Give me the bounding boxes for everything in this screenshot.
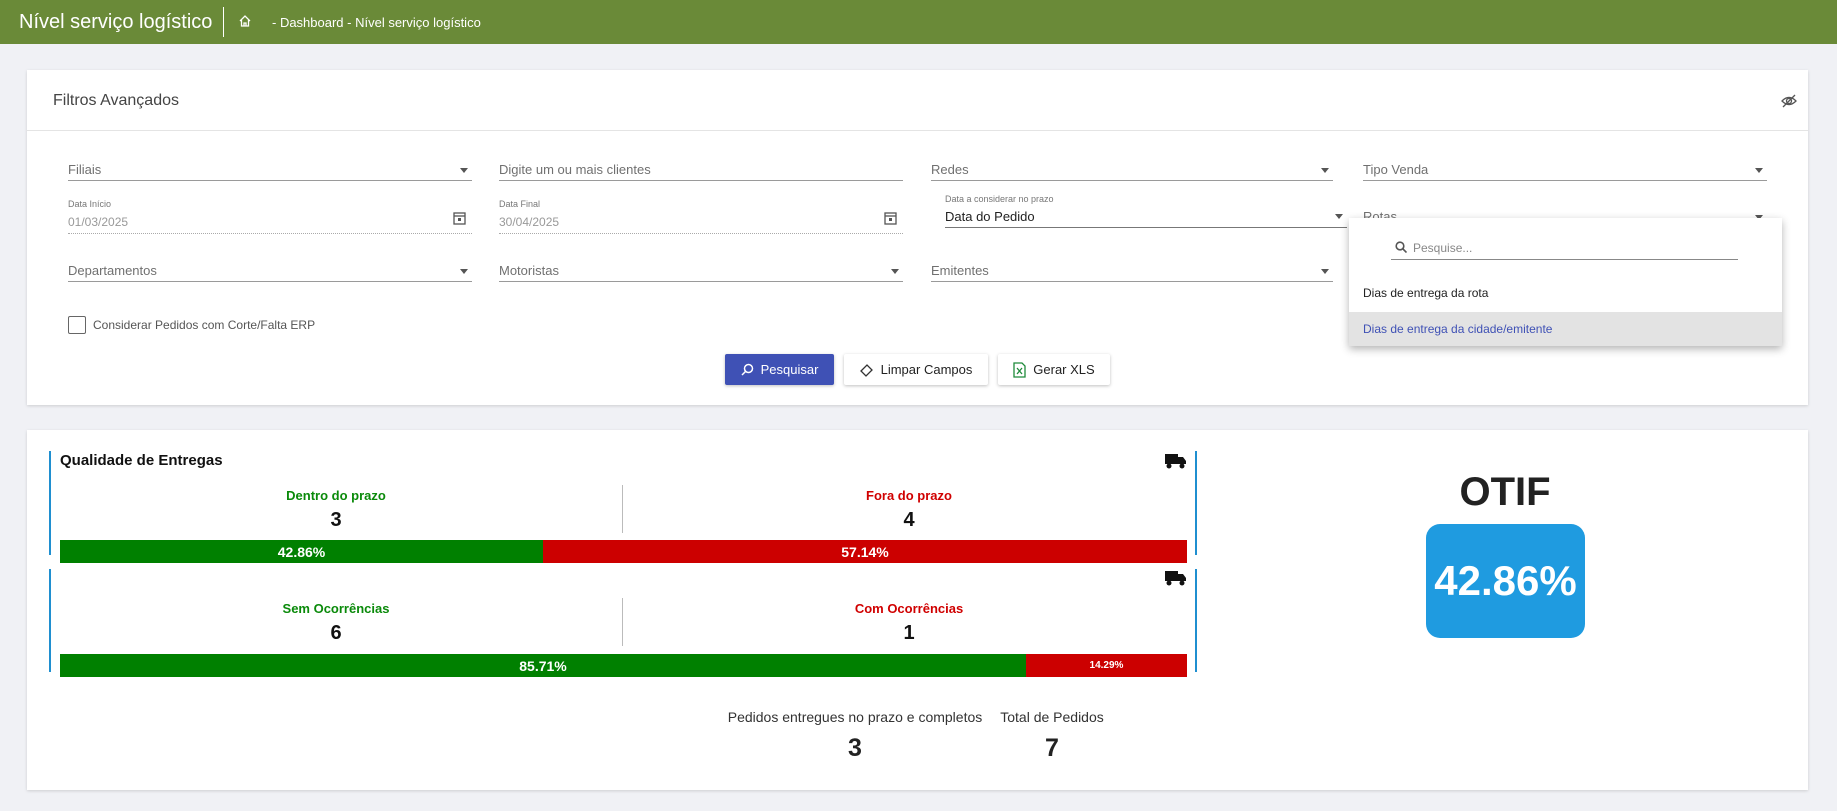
total-label: Total de Pedidos (1000, 709, 1104, 725)
placeholder: Filiais (68, 162, 102, 177)
border-line (1195, 451, 1197, 555)
truck-icon (1165, 454, 1186, 469)
redes-select[interactable]: Redes (931, 156, 1333, 181)
placeholder: Digite um ou mais clientes (499, 162, 651, 177)
placeholder: Tipo Venda (1363, 162, 1429, 177)
bar-segment: 85.71% (60, 654, 1026, 677)
search-icon (741, 363, 753, 376)
divider (622, 598, 623, 646)
truck-icon (1165, 571, 1186, 586)
dropdown-option[interactable]: Dias de entrega da rota (1363, 286, 1489, 300)
checkbox-label[interactable]: Considerar Pedidos com Corte/Falta ERP (93, 318, 316, 332)
border-line (1195, 569, 1197, 672)
total-value: 3 (848, 734, 862, 762)
divider (27, 130, 1808, 131)
data-prazo-select[interactable]: Data a considerar no prazo Data do Pedid… (945, 194, 1347, 228)
bar-segment: 14.29% (1026, 654, 1187, 677)
metric-value: 4 (903, 509, 915, 531)
page-title: Nível serviço logístico (19, 11, 213, 33)
total-value: 7 (1045, 734, 1059, 762)
metric-value: 3 (330, 509, 342, 531)
search-icon (1395, 241, 1407, 253)
button-label: Limpar Campos (880, 362, 973, 377)
metric-value: 1 (903, 622, 915, 644)
breadcrumb[interactable]: - Dashboard - Nível serviço logístico (272, 15, 481, 30)
button-label: Gerar XLS (1033, 362, 1095, 377)
departamentos-select[interactable]: Departamentos (68, 257, 472, 282)
quality-title: Qualidade de Entregas (60, 452, 223, 469)
calendar-icon[interactable] (453, 211, 466, 225)
tipo-venda-select[interactable]: Tipo Venda (1363, 156, 1767, 181)
bar-segment: 57.14% (543, 540, 1187, 563)
underline (1391, 259, 1738, 260)
placeholder: Redes (931, 162, 969, 177)
border-line (49, 569, 51, 672)
dropdown-option[interactable]: Dias de entrega da cidade/emitente (1363, 322, 1553, 336)
emitentes-select[interactable]: Emitentes (931, 257, 1333, 282)
data-inicio-input[interactable]: Data Início 01/03/2025 (68, 199, 472, 234)
calendar-icon[interactable] (884, 211, 897, 225)
bar-label: 42.86% (277, 543, 326, 560)
metric-label: Sem Ocorrências (282, 601, 390, 616)
eraser-icon (859, 363, 873, 377)
field-value: 01/03/2025 (68, 215, 129, 229)
filters-title: Filtros Avançados (53, 92, 179, 109)
placeholder: Motoristas (499, 263, 559, 278)
button-label: Pesquisar (760, 362, 819, 377)
otif-title: OTIF (1459, 470, 1551, 514)
otif-value: 42.86% (1434, 557, 1577, 604)
clear-button[interactable]: Limpar Campos (844, 354, 988, 385)
header: Nível serviço logístico - Dashboard - Ní… (0, 0, 1837, 44)
placeholder: Emitentes (931, 263, 989, 278)
border-line (49, 451, 51, 555)
metric-label: Fora do prazo (866, 488, 952, 503)
hide-filters-icon[interactable] (1780, 93, 1798, 109)
metric-label: Com Ocorrências (854, 601, 964, 616)
otif-box: 42.86% (1426, 524, 1585, 638)
home-icon[interactable] (238, 14, 252, 28)
motoristas-select[interactable]: Motoristas (499, 257, 903, 282)
data-final-input[interactable]: Data Final 30/04/2025 (499, 199, 903, 234)
placeholder: Departamentos (68, 263, 157, 278)
search-placeholder[interactable]: Pesquise... (1413, 241, 1473, 255)
field-label: Data Final (499, 199, 541, 209)
divider (622, 485, 623, 533)
divider (223, 7, 224, 37)
field-value: 30/04/2025 (499, 215, 560, 229)
option-highlight (1349, 312, 1782, 346)
xls-button[interactable]: Gerar XLS (998, 354, 1110, 385)
bar-label: 57.14% (841, 543, 889, 560)
xls-icon (1013, 361, 1026, 378)
bar-label: 85.71% (519, 657, 567, 674)
bar-segment: 42.86% (60, 540, 543, 563)
total-label: Pedidos entregues no prazo e completos (727, 709, 983, 725)
field-label: Data Início (68, 199, 112, 209)
search-button[interactable]: Pesquisar (725, 354, 834, 385)
field-label: Data a considerar no prazo (945, 194, 1054, 204)
bar-label: 14.29% (1089, 660, 1124, 671)
field-value: Data do Pedido (945, 209, 1035, 224)
metric-label: Dentro do prazo (286, 488, 386, 503)
metric-value: 6 (330, 622, 342, 644)
filiais-select[interactable]: Filiais (68, 156, 472, 181)
dropdown-panel: Pesquise... Dias de entrega da rota Dias… (1349, 218, 1782, 346)
checkbox[interactable] (68, 316, 86, 334)
clientes-input[interactable]: Digite um ou mais clientes (499, 156, 903, 181)
